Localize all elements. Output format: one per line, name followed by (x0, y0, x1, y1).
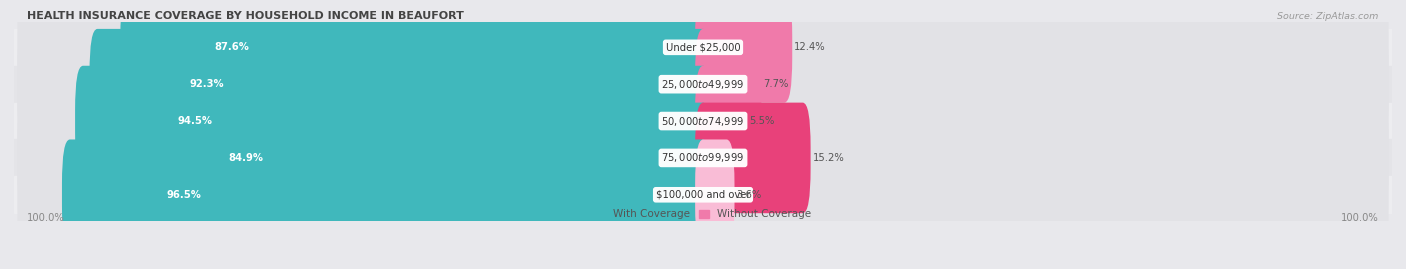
Text: $25,000 to $49,999: $25,000 to $49,999 (661, 78, 745, 91)
FancyBboxPatch shape (62, 140, 711, 250)
FancyBboxPatch shape (138, 102, 711, 213)
Text: 15.2%: 15.2% (813, 153, 845, 163)
Bar (14, 102, 1392, 140)
FancyBboxPatch shape (17, 126, 1389, 263)
FancyBboxPatch shape (17, 16, 1389, 153)
FancyBboxPatch shape (695, 140, 734, 250)
Text: $75,000 to $99,999: $75,000 to $99,999 (661, 151, 745, 164)
FancyBboxPatch shape (17, 52, 1389, 190)
Text: Under $25,000: Under $25,000 (665, 42, 741, 52)
Text: 3.6%: 3.6% (737, 190, 762, 200)
Text: 94.5%: 94.5% (177, 116, 212, 126)
FancyBboxPatch shape (17, 89, 1389, 226)
FancyBboxPatch shape (17, 0, 1389, 116)
Text: 12.4%: 12.4% (794, 42, 825, 52)
Text: 87.6%: 87.6% (214, 42, 249, 52)
Text: 7.7%: 7.7% (763, 79, 789, 89)
Bar (14, 66, 1392, 102)
FancyBboxPatch shape (90, 29, 711, 140)
Text: $100,000 and over: $100,000 and over (655, 190, 751, 200)
FancyBboxPatch shape (695, 0, 792, 102)
Text: HEALTH INSURANCE COVERAGE BY HOUSEHOLD INCOME IN BEAUFORT: HEALTH INSURANCE COVERAGE BY HOUSEHOLD I… (27, 11, 464, 21)
Text: Source: ZipAtlas.com: Source: ZipAtlas.com (1278, 12, 1379, 21)
Bar (14, 29, 1392, 66)
Bar (14, 176, 1392, 213)
Text: $50,000 to $74,999: $50,000 to $74,999 (661, 115, 745, 128)
Bar (14, 140, 1392, 176)
FancyBboxPatch shape (75, 66, 711, 176)
Text: 100.0%: 100.0% (27, 213, 65, 223)
Text: 92.3%: 92.3% (188, 79, 224, 89)
Legend: With Coverage, Without Coverage: With Coverage, Without Coverage (595, 209, 811, 219)
Text: 5.5%: 5.5% (749, 116, 775, 126)
Text: 96.5%: 96.5% (166, 190, 201, 200)
Text: 84.9%: 84.9% (229, 153, 264, 163)
FancyBboxPatch shape (695, 102, 811, 213)
FancyBboxPatch shape (695, 29, 762, 140)
Text: 100.0%: 100.0% (1341, 213, 1379, 223)
FancyBboxPatch shape (695, 66, 747, 176)
FancyBboxPatch shape (121, 0, 711, 102)
